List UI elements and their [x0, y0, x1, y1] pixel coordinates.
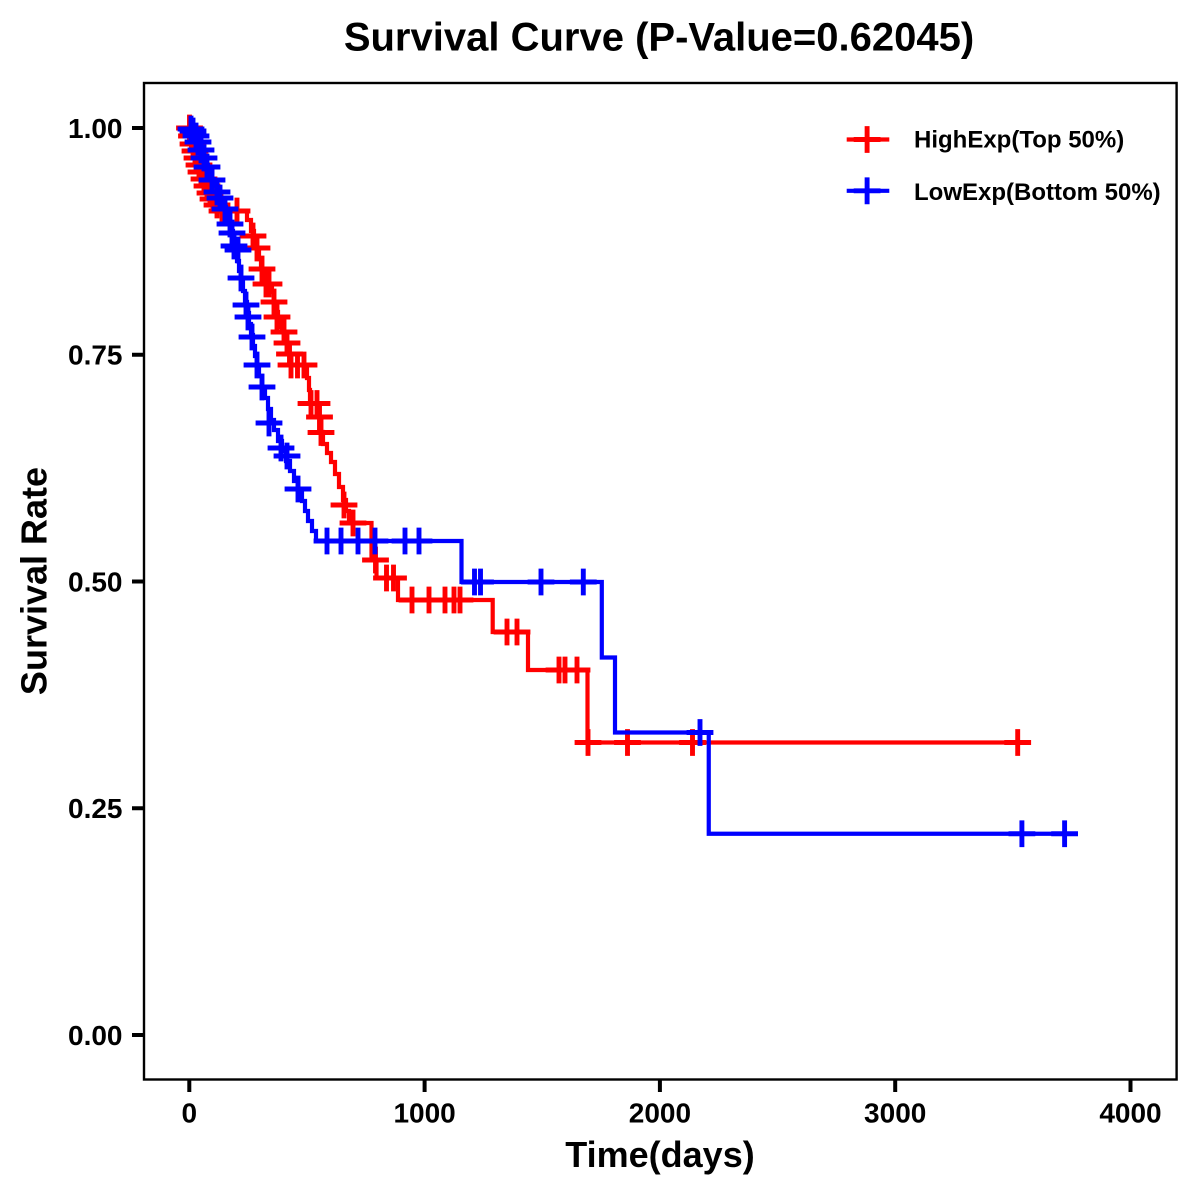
svg-text:3000: 3000 — [864, 1098, 926, 1129]
svg-text:Survival Curve (P-Value=0.6204: Survival Curve (P-Value=0.62045) — [344, 16, 974, 60]
svg-text:LowExp(Bottom 50%): LowExp(Bottom 50%) — [914, 179, 1161, 206]
svg-text:Time(days): Time(days) — [565, 1134, 754, 1175]
svg-text:4000: 4000 — [1099, 1098, 1161, 1129]
svg-text:1000: 1000 — [393, 1098, 455, 1129]
svg-text:Survival Rate: Survival Rate — [14, 467, 55, 695]
svg-text:0.50: 0.50 — [68, 566, 123, 597]
svg-text:0.75: 0.75 — [68, 340, 123, 371]
svg-text:0: 0 — [182, 1098, 198, 1129]
svg-text:0.25: 0.25 — [68, 793, 123, 824]
svg-text:2000: 2000 — [629, 1098, 691, 1129]
svg-text:0.00: 0.00 — [68, 1020, 123, 1051]
svg-text:HighExp(Top 50%): HighExp(Top 50%) — [914, 127, 1124, 154]
svg-text:1.00: 1.00 — [68, 113, 123, 144]
